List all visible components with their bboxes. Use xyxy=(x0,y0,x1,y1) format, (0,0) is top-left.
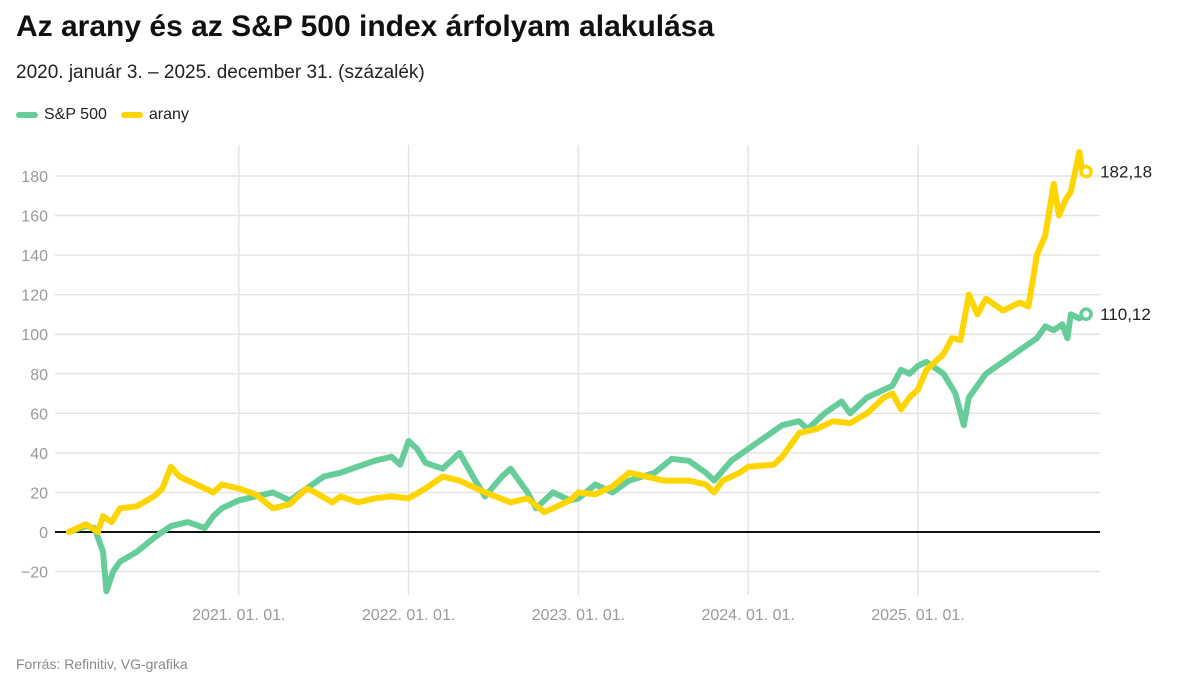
chart-subtitle: 2020. január 3. – 2025. december 31. (sz… xyxy=(16,62,425,83)
legend-item-gold[interactable]: arany xyxy=(120,106,189,124)
legend-swatch-gold xyxy=(120,112,143,118)
y-tick-label: 100 xyxy=(21,327,48,344)
series-lines xyxy=(66,149,1093,595)
y-tick-label: 120 xyxy=(21,288,48,305)
end-marker xyxy=(1079,307,1093,321)
x-tick-label: 2022. 01. 01. xyxy=(362,607,455,624)
y-tick-label: 180 xyxy=(21,169,48,186)
y-tick-label: 60 xyxy=(30,406,48,423)
end-value-label: 182,18 xyxy=(1100,163,1152,182)
x-tick-label: 2025. 01. 01. xyxy=(871,607,964,624)
y-tick-label: −20 xyxy=(21,565,48,582)
x-tick-label: 2023. 01. 01. xyxy=(532,607,625,624)
source-note: Forrás: Refinitiv, VG-grafika xyxy=(16,656,188,672)
y-tick-label: 20 xyxy=(30,485,48,502)
chart-title: Az arany és az S&P 500 index árfolyam al… xyxy=(16,10,715,43)
y-tick-label: 80 xyxy=(30,367,48,384)
legend-item-sp500[interactable]: S&P 500 xyxy=(16,106,107,124)
legend-label-gold: arany xyxy=(148,106,189,123)
y-tick-label: 0 xyxy=(39,525,48,542)
end-marker xyxy=(1079,164,1093,179)
legend-swatch-sp500 xyxy=(16,112,38,118)
y-tick-label: 160 xyxy=(21,209,48,226)
end-value-label: 110,12 xyxy=(1100,305,1151,324)
x-tick-label: 2021. 01. 01. xyxy=(192,607,285,624)
legend-label-sp500: S&P 500 xyxy=(44,106,107,123)
labels: −20 0 20 40 60 80 100 120 140 160 180 2021. 01. 01.… xyxy=(21,163,1152,624)
y-tick-label: 40 xyxy=(30,446,48,463)
series-line-gold xyxy=(66,149,1090,535)
legend: S&P 500 arany xyxy=(16,106,189,124)
x-tick-label: 2024. 01. 01. xyxy=(701,607,794,624)
y-tick-label: 140 xyxy=(21,248,48,265)
